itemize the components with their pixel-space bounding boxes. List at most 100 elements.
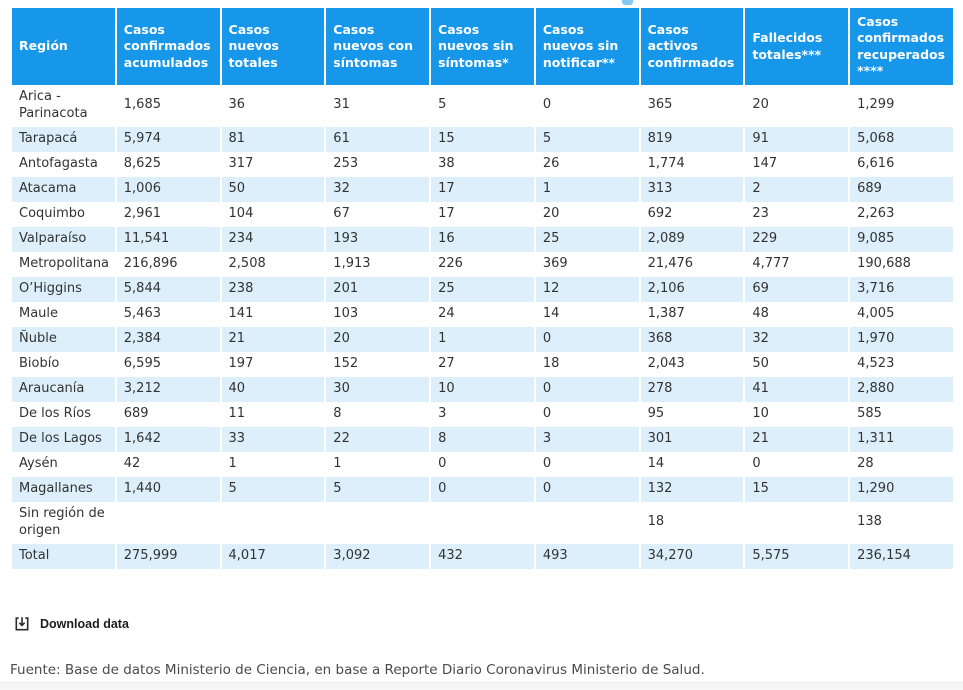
table-row: Aysén 42 1 1 0 0 14 0 28 <box>12 451 953 477</box>
region-cell: Ñuble <box>12 326 115 352</box>
column-header-fallecidos: Fallecidos totales*** <box>745 8 849 85</box>
table-row: Ñuble 2,384 21 20 1 0 368 32 1,970 <box>12 326 953 352</box>
region-cell: Valparaíso <box>12 226 115 252</box>
region-cell: Maule <box>12 301 115 327</box>
header-row: Región Casos confirmados acumulados Caso… <box>12 8 953 85</box>
download-icon <box>14 616 30 632</box>
value-cell: 95 <box>640 401 744 427</box>
value-cell: 3 <box>431 401 534 427</box>
table-row: Atacama 1,006 50 32 17 1 313 2 689 <box>12 176 953 202</box>
value-cell: 8 <box>326 401 430 427</box>
value-cell: 190,688 <box>850 251 953 277</box>
value-cell: 432 <box>431 543 534 569</box>
value-cell: 2,961 <box>116 201 220 227</box>
value-cell: 5,068 <box>850 126 953 152</box>
table-row: Magallanes 1,440 5 5 0 0 132 15 1,290 <box>12 476 953 502</box>
value-cell: 21,476 <box>640 251 744 277</box>
value-cell: 10 <box>431 376 534 402</box>
value-cell: 692 <box>640 201 744 227</box>
value-cell: 819 <box>640 126 744 152</box>
table-row: De los Ríos 689 11 8 3 0 95 10 585 <box>12 401 953 427</box>
value-cell: 34,270 <box>640 543 744 569</box>
value-cell: 20 <box>535 201 639 227</box>
value-cell: 25 <box>535 226 639 252</box>
region-cell: Total <box>12 543 115 569</box>
value-cell: 1,440 <box>116 476 220 502</box>
region-cell: Tarapacá <box>12 126 115 152</box>
value-cell: 1,970 <box>850 326 953 352</box>
value-cell: 0 <box>535 326 639 352</box>
value-cell: 50 <box>745 351 849 377</box>
value-cell: 138 <box>850 501 953 544</box>
column-header-nuevos-sin-notificar: Casos nuevos sin notificar** <box>535 8 639 85</box>
table-row: Total 275,999 4,017 3,092 432 493 34,270… <box>12 543 953 569</box>
value-cell: 17 <box>431 201 534 227</box>
value-cell: 22 <box>326 426 430 452</box>
download-label: Download data <box>40 617 129 631</box>
value-cell: 20 <box>326 326 430 352</box>
value-cell: 147 <box>745 151 849 177</box>
value-cell: 0 <box>535 401 639 427</box>
region-cell: Araucanía <box>12 376 115 402</box>
value-cell: 0 <box>431 476 534 502</box>
value-cell: 5 <box>431 85 534 127</box>
value-cell: 1 <box>326 451 430 477</box>
value-cell: 141 <box>221 301 325 327</box>
value-cell: 69 <box>745 276 849 302</box>
value-cell: 50 <box>221 176 325 202</box>
value-cell: 2,880 <box>850 376 953 402</box>
value-cell: 1,299 <box>850 85 953 127</box>
value-cell: 1,290 <box>850 476 953 502</box>
table-row: Tarapacá 5,974 81 61 15 5 819 91 5,068 <box>12 126 953 152</box>
value-cell: 197 <box>221 351 325 377</box>
value-cell: 278 <box>640 376 744 402</box>
value-cell: 4,017 <box>221 543 325 569</box>
value-cell: 1,774 <box>640 151 744 177</box>
value-cell: 2,043 <box>640 351 744 377</box>
value-cell: 2,508 <box>221 251 325 277</box>
table-row: Biobío 6,595 197 152 27 18 2,043 50 4,52… <box>12 351 953 377</box>
column-header-casos-acumulados: Casos confirmados acumulados <box>116 8 220 85</box>
value-cell: 2,089 <box>640 226 744 252</box>
value-cell: 1,913 <box>326 251 430 277</box>
value-cell: 14 <box>640 451 744 477</box>
value-cell: 5,974 <box>116 126 220 152</box>
download-data-button[interactable]: Download data <box>14 616 129 632</box>
value-cell: 11 <box>221 401 325 427</box>
value-cell: 369 <box>535 251 639 277</box>
value-cell: 5,844 <box>116 276 220 302</box>
value-cell: 2,384 <box>116 326 220 352</box>
value-cell <box>431 501 534 544</box>
value-cell: 234 <box>221 226 325 252</box>
value-cell: 1 <box>431 326 534 352</box>
region-cell: Biobío <box>12 351 115 377</box>
table-row: Valparaíso 11,541 234 193 16 25 2,089 22… <box>12 226 953 252</box>
value-cell: 38 <box>431 151 534 177</box>
value-cell: 103 <box>326 301 430 327</box>
value-cell: 21 <box>745 426 849 452</box>
value-cell: 61 <box>326 126 430 152</box>
value-cell: 11,541 <box>116 226 220 252</box>
value-cell: 40 <box>221 376 325 402</box>
region-cell: Atacama <box>12 176 115 202</box>
cropped-title-fragment <box>622 0 633 5</box>
value-cell: 226 <box>431 251 534 277</box>
value-cell: 26 <box>535 151 639 177</box>
region-cell: Aysén <box>12 451 115 477</box>
value-cell: 41 <box>745 376 849 402</box>
value-cell: 3,092 <box>326 543 430 569</box>
value-cell: 48 <box>745 301 849 327</box>
value-cell: 689 <box>850 176 953 202</box>
value-cell: 32 <box>326 176 430 202</box>
value-cell: 193 <box>326 226 430 252</box>
value-cell <box>326 501 430 544</box>
value-cell: 0 <box>535 476 639 502</box>
value-cell: 33 <box>221 426 325 452</box>
value-cell: 2,106 <box>640 276 744 302</box>
table-row: Araucanía 3,212 40 30 10 0 278 41 2,880 <box>12 376 953 402</box>
value-cell: 9,085 <box>850 226 953 252</box>
column-header-nuevos-con-sintomas: Casos nuevos con síntomas <box>326 8 430 85</box>
value-cell: 18 <box>535 351 639 377</box>
value-cell: 10 <box>745 401 849 427</box>
